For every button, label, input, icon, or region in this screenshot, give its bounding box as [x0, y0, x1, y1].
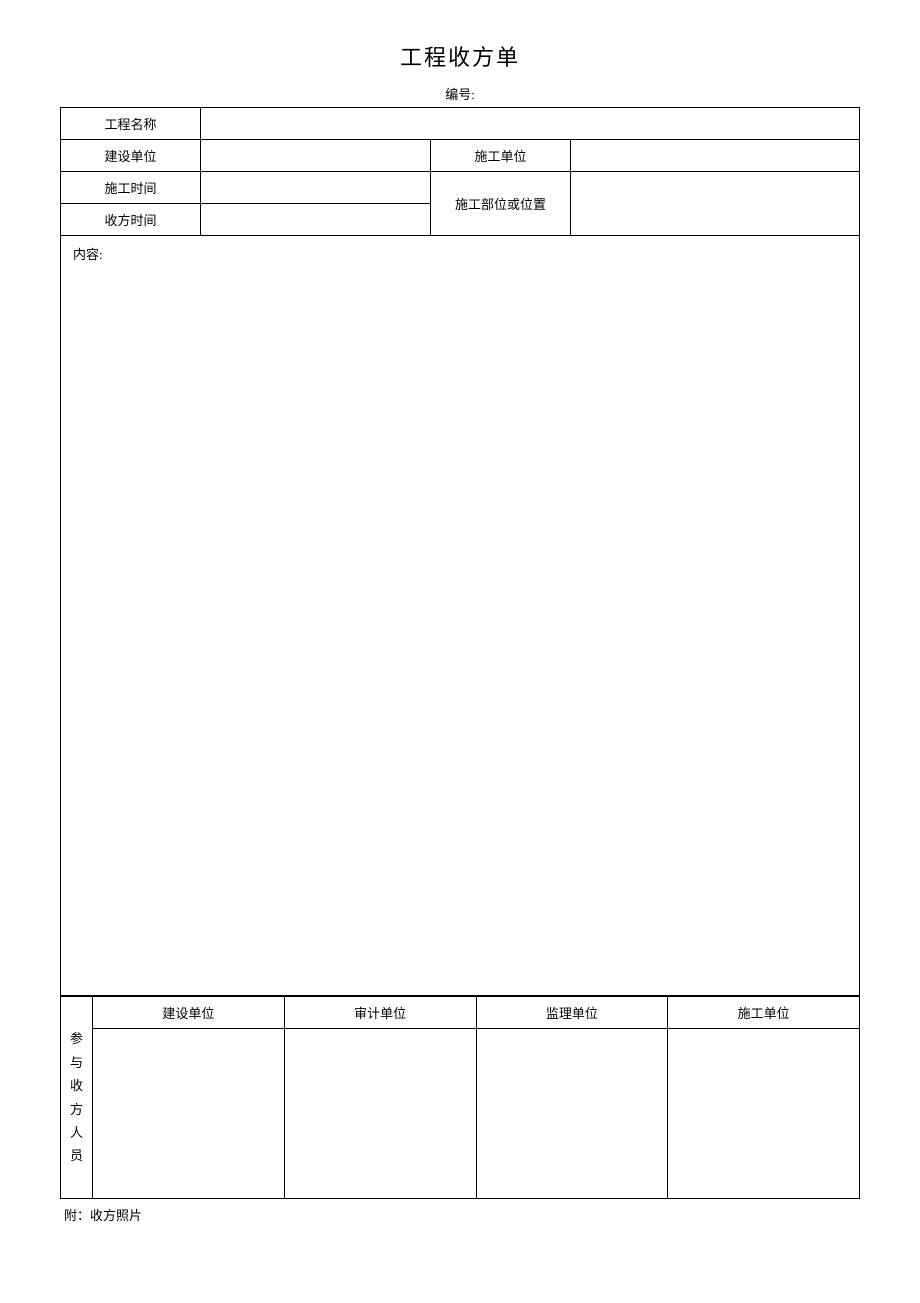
label-construction-unit: 建设单位 — [61, 140, 201, 172]
sig-val-supervision — [476, 1029, 668, 1199]
signature-table: 参与收方人员 建设单位 审计单位 监理单位 施工单位 — [60, 996, 860, 1199]
sig-col-supervision: 监理单位 — [476, 997, 668, 1029]
sig-col-contractor: 施工单位 — [668, 997, 860, 1029]
signature-side-label: 参与收方人员 — [61, 997, 93, 1199]
label-construction-time: 施工时间 — [61, 172, 201, 204]
row-project-name: 工程名称 — [61, 108, 860, 140]
value-project-name — [201, 108, 860, 140]
header-table: 工程名称 建设单位 施工单位 施工时间 施工部位或位置 收方时间 内容: — [60, 107, 860, 996]
value-construction-unit — [201, 140, 431, 172]
label-contractor: 施工单位 — [431, 140, 571, 172]
row-content: 内容: — [61, 236, 860, 996]
page-title: 工程收方单 — [60, 40, 860, 72]
signature-header-row: 参与收方人员 建设单位 审计单位 监理单位 施工单位 — [61, 997, 860, 1029]
doc-number-label: 编号: — [445, 87, 475, 102]
signature-body-row — [61, 1029, 860, 1199]
footer-note: 附：收方照片 — [60, 1205, 860, 1224]
label-project-name: 工程名称 — [61, 108, 201, 140]
value-construction-time — [201, 172, 431, 204]
label-location: 施工部位或位置 — [431, 172, 571, 236]
sig-col-construction: 建设单位 — [93, 997, 285, 1029]
sig-val-audit — [284, 1029, 476, 1199]
row-construction-time: 施工时间 施工部位或位置 — [61, 172, 860, 204]
label-receipt-time: 收方时间 — [61, 204, 201, 236]
sig-val-construction — [93, 1029, 285, 1199]
content-label: 内容: — [73, 247, 103, 262]
value-receipt-time — [201, 204, 431, 236]
document-number: 编号: — [60, 84, 860, 103]
sig-col-audit: 审计单位 — [284, 997, 476, 1029]
value-location — [571, 172, 860, 236]
signature-side-text: 参与收方人员 — [70, 1027, 83, 1167]
value-contractor — [571, 140, 860, 172]
content-cell: 内容: — [61, 236, 860, 996]
row-units: 建设单位 施工单位 — [61, 140, 860, 172]
sig-val-contractor — [668, 1029, 860, 1199]
